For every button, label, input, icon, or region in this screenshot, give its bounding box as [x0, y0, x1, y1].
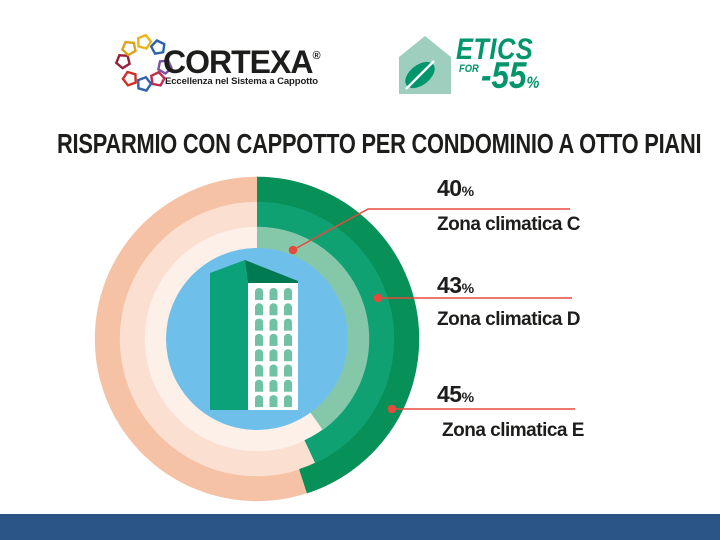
arc-zona-climatica-c [144, 226, 370, 452]
arc-zona-climatica-d [119, 201, 395, 477]
callout-dot-zona-d [373, 293, 383, 303]
etics-wordmark: ETICS [456, 33, 534, 66]
arc-zona-climatica-e [94, 176, 420, 502]
zone-label-e: Zona climatica E [442, 420, 584, 441]
cortexa-pentagon-ring-icon [114, 33, 173, 92]
footer-bar [0, 514, 720, 540]
savings-donut-chart [94, 176, 575, 502]
zone-label-c: Zona climatica C [437, 214, 581, 235]
etics-minus55-text: -55% [481, 55, 540, 96]
registered-mark: ® [312, 50, 321, 62]
cortexa-wordmark: CORTEXA® [163, 44, 321, 81]
building-windows [255, 288, 292, 408]
zone-label-d: Zona climatica D [437, 309, 581, 330]
percent-value-zona-e: 45% [437, 381, 474, 407]
callout-line-zona-c [292, 208, 570, 251]
building-icon [210, 260, 298, 410]
page-title: RISPARMIO CON CAPPOTTO PER CONDOMINIO A … [57, 128, 702, 159]
percent-value-zona-c: 40% [437, 175, 474, 201]
etics-house-leaf-icon [399, 36, 451, 94]
callout-dot-zona-c [288, 245, 298, 255]
callout-dot-zona-e [387, 404, 397, 414]
cortexa-tagline: Eccellenza nel Sistema a Cappotto [165, 76, 318, 87]
cortexa-name: CORTEXA [163, 44, 313, 80]
etics-for-text: FOR [459, 63, 479, 75]
percent-value-zona-d: 43% [437, 272, 474, 298]
